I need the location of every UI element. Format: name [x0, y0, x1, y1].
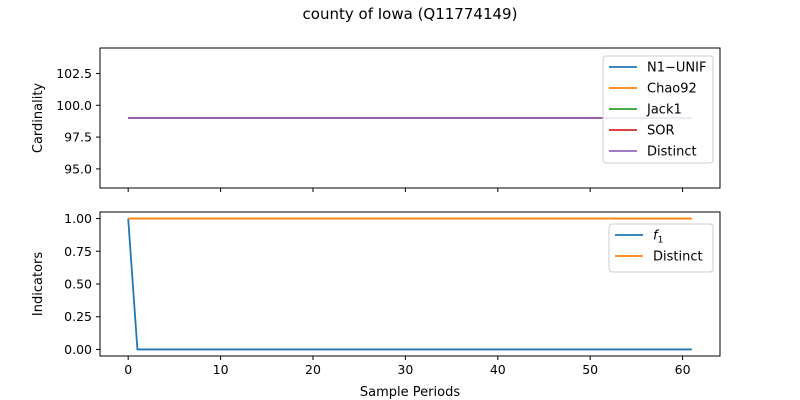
legend-label: Distinct — [653, 250, 703, 265]
y-tick-label: 95.0 — [64, 161, 92, 176]
legend-box — [602, 55, 714, 164]
y-tick-label: 0.50 — [64, 277, 92, 292]
y-tick-label: 0.00 — [64, 342, 92, 357]
legend-box — [608, 223, 714, 273]
y-axis-label: Cardinality — [31, 83, 46, 154]
x-tick-label: 20 — [305, 362, 321, 377]
x-axis-label: Sample Periods — [360, 385, 460, 400]
x-tick-label: 30 — [397, 362, 413, 377]
x-tick-label: 60 — [675, 362, 691, 377]
axes-frame — [99, 47, 721, 189]
x-tick-label: 0 — [124, 362, 132, 377]
legend: N1−UNIF Chao92 Jack1 SOR Distinct — [602, 55, 714, 164]
y-tick-label: 100.0 — [56, 98, 92, 113]
panels: 95.0 97.5 100.0 102.5 Cardinality N1−UNIF Chao… — [31, 47, 721, 400]
x-tick-label: 50 — [582, 362, 598, 377]
legend-label: Chao92 — [647, 82, 697, 97]
legend-label: N1−UNIF — [647, 61, 706, 76]
legend-label: SOR — [647, 124, 675, 139]
chart-panel-2: 0.00 0.25 0.50 0.75 1.00 0 10 20 30 40 50 60 Indicat… — [31, 211, 721, 400]
legend: f1 Distinct — [608, 223, 714, 273]
figure-title: county of Iowa (Q11774149) — [303, 5, 518, 23]
x-tick-label: 10 — [213, 362, 229, 377]
legend-label: Jack1 — [646, 103, 682, 118]
legend-label: Distinct — [647, 145, 697, 160]
y-axis-label: Indicators — [31, 252, 46, 316]
axes-frame — [99, 211, 721, 357]
legend-label: f1 — [653, 229, 663, 246]
y-tick-label: 0.25 — [64, 309, 92, 324]
y-tick-label: 1.00 — [64, 211, 92, 226]
y-tick-label: 0.75 — [64, 244, 92, 259]
chart-panel-1: 95.0 97.5 100.0 102.5 Cardinality N1−UNIF Chao… — [31, 47, 721, 192]
y-tick-label: 97.5 — [64, 130, 92, 145]
y-tick-label: 102.5 — [56, 66, 92, 81]
series-line — [127, 218, 692, 351]
x-tick-label: 40 — [490, 362, 506, 377]
